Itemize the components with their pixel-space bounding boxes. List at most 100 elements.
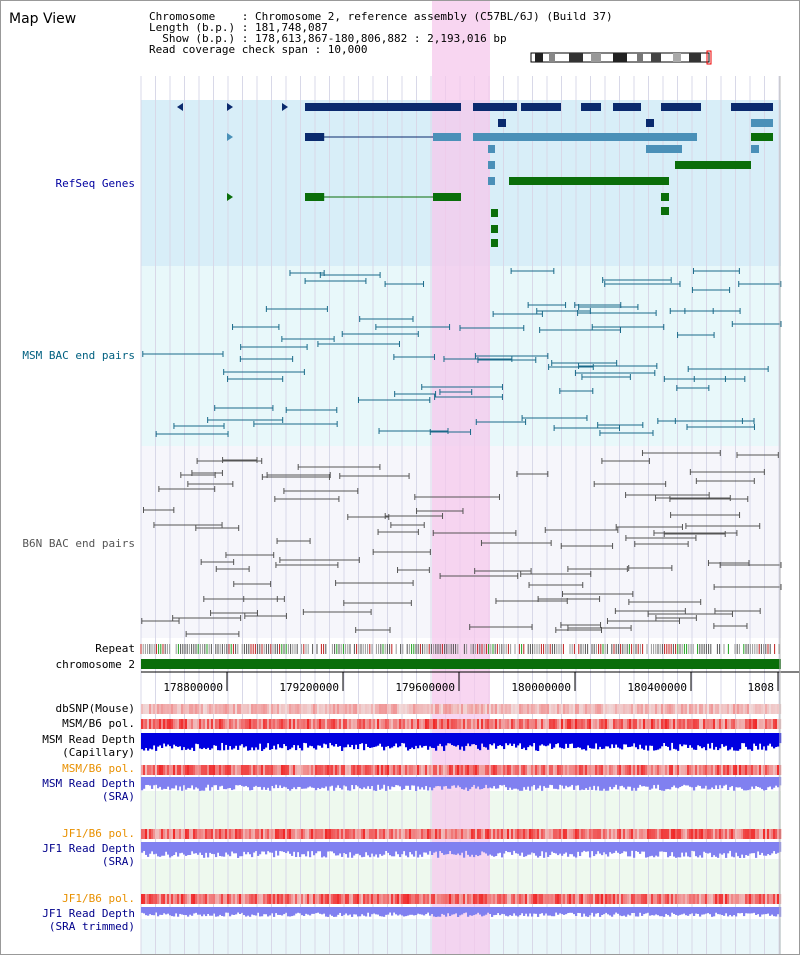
track-label-msm-pol[interactable]: MSM/B6 pol. <box>62 717 135 730</box>
pol-cell <box>667 829 670 839</box>
pol-cell <box>247 719 250 729</box>
track-label-b6n-bac[interactable]: B6N BAC end pairs <box>22 537 135 550</box>
track-label-refseq[interactable]: RefSeq Genes <box>55 177 135 190</box>
depth-bar <box>633 907 636 913</box>
depth-bar <box>359 842 362 856</box>
track-label-msm-depth-sra[interactable]: MSM Read Depth (SRA) <box>1 777 135 803</box>
depth-bar <box>747 842 750 856</box>
depth-bar <box>439 842 442 852</box>
pol-cell <box>223 829 226 839</box>
depth-bar <box>581 907 584 917</box>
track-label-jf1-depth-trimmed[interactable]: JF1 Read Depth (SRA trimmed) <box>1 907 135 933</box>
depth-bar <box>433 733 436 749</box>
depth-bar <box>703 733 706 748</box>
dbsnp-cell <box>147 704 150 714</box>
depth-bar <box>419 777 422 790</box>
pol-cell <box>689 719 692 729</box>
depth-bar <box>439 733 442 744</box>
pol-cell <box>427 719 430 729</box>
dbsnp-cell <box>385 704 388 714</box>
dbsnp-cell <box>427 704 430 714</box>
depth-bar <box>773 907 776 917</box>
pol-cell <box>519 894 522 904</box>
depth-bar <box>557 777 560 790</box>
track-label-msm-pol-2[interactable]: MSM/B6 pol. <box>62 762 135 775</box>
depth-bar <box>503 777 506 785</box>
depth-bar <box>651 733 654 746</box>
track-label-msm-bac[interactable]: MSM BAC end pairs <box>22 349 135 362</box>
track-label-jf1-pol[interactable]: JF1/B6 pol. <box>62 827 135 840</box>
depth-bar <box>697 777 700 786</box>
dbsnp-cell <box>263 704 266 714</box>
dbsnp-cell <box>441 704 444 714</box>
pol-cell <box>279 765 282 775</box>
depth-bar <box>591 907 594 913</box>
pol-cell <box>169 829 172 839</box>
depth-bar <box>371 777 374 786</box>
track-label-msm-depth-capillary[interactable]: MSM Read Depth (Capillary) <box>1 733 135 759</box>
depth-bar <box>341 842 344 857</box>
pol-cell <box>473 765 476 775</box>
pol-cell <box>525 829 528 839</box>
depth-bar <box>549 907 552 916</box>
depth-bar <box>659 842 662 852</box>
depth-bar <box>283 842 286 853</box>
pol-cell <box>353 829 356 839</box>
pol-cell <box>503 894 506 904</box>
depth-bar <box>631 733 634 747</box>
depth-bar <box>489 733 492 745</box>
pol-cell <box>689 829 692 839</box>
track-label-dbsnp[interactable]: dbSNP(Mouse) <box>55 702 135 715</box>
dbsnp-cell <box>285 704 288 714</box>
pol-cell <box>605 765 608 775</box>
pol-cell <box>319 719 322 729</box>
dbsnp-cell <box>473 704 476 714</box>
pol-cell <box>199 894 202 904</box>
depth-bar <box>507 777 510 790</box>
depth-bar <box>189 733 192 750</box>
depth-bar <box>551 907 554 917</box>
depth-bar <box>403 777 406 789</box>
depth-bar <box>645 777 648 787</box>
dbsnp-cell <box>683 704 686 714</box>
pol-cell <box>173 765 176 775</box>
depth-bar <box>671 777 674 788</box>
depth-bar <box>625 777 628 790</box>
dbsnp-cell <box>425 704 428 714</box>
depth-bar <box>313 777 316 788</box>
depth-bar <box>397 777 400 786</box>
track-label-chromosome[interactable]: chromosome 2 <box>55 658 135 671</box>
depth-bar <box>209 907 212 916</box>
pol-cell <box>311 894 314 904</box>
pol-cell <box>183 894 186 904</box>
gene-arrow <box>282 103 288 111</box>
depth-bar <box>281 733 284 749</box>
pol-cell <box>357 765 360 775</box>
depth-bar <box>385 733 388 747</box>
depth-bar <box>511 777 514 790</box>
pol-cell <box>515 829 518 839</box>
dbsnp-cell <box>689 704 692 714</box>
pol-cell <box>525 765 528 775</box>
dbsnp-cell <box>509 704 512 714</box>
depth-bar <box>205 842 208 853</box>
pol-cell <box>169 719 172 729</box>
dbsnp-cell <box>681 704 684 714</box>
pol-cell <box>393 719 396 729</box>
pol-cell <box>429 719 432 729</box>
pol-cell <box>277 765 280 775</box>
pol-cell <box>713 719 716 729</box>
pol-cell <box>361 829 364 839</box>
depth-bar <box>729 733 732 750</box>
pol-cell <box>743 765 746 775</box>
track-label-repeat[interactable]: Repeat <box>95 642 135 655</box>
depth-bar <box>617 907 620 914</box>
pol-cell <box>219 765 222 775</box>
depth-bar <box>601 842 604 856</box>
pol-cell <box>655 829 658 839</box>
pol-cell <box>179 765 182 775</box>
track-label-jf1-pol-2[interactable]: JF1/B6 pol. <box>62 892 135 905</box>
track-label-jf1-depth-sra[interactable]: JF1 Read Depth (SRA) <box>1 842 135 868</box>
depth-bar <box>641 907 644 916</box>
